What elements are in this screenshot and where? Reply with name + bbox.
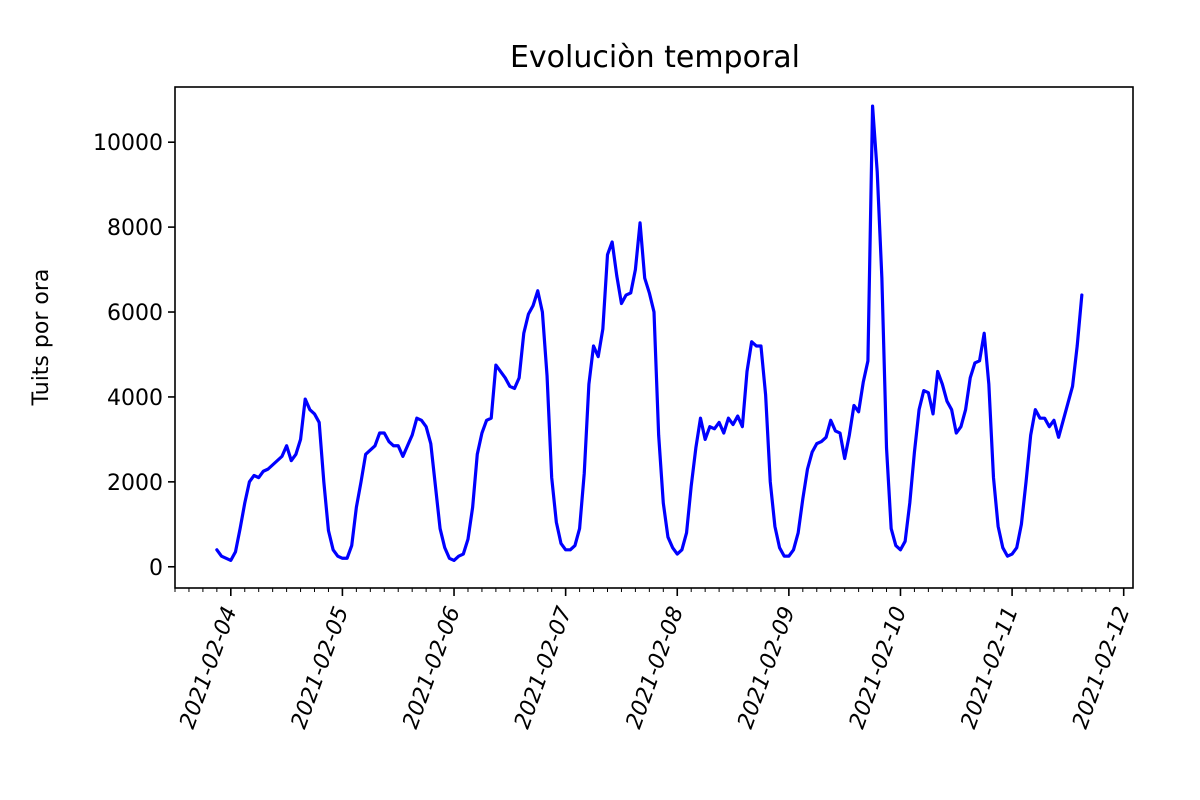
series-line-0	[215, 104, 1084, 563]
chart-title: Evoluciòn temporal	[510, 40, 800, 75]
y-tick-label: 2000	[107, 471, 163, 496]
y-tick-label: 8000	[107, 216, 163, 241]
y-tick-label: 10000	[93, 131, 163, 156]
plot-frame	[174, 86, 1134, 589]
y-tick-label: 0	[149, 556, 163, 581]
y-tick-label: 6000	[107, 301, 163, 326]
y-axis-label: Tuits por ora	[29, 269, 54, 407]
y-tick-label: 4000	[107, 386, 163, 411]
